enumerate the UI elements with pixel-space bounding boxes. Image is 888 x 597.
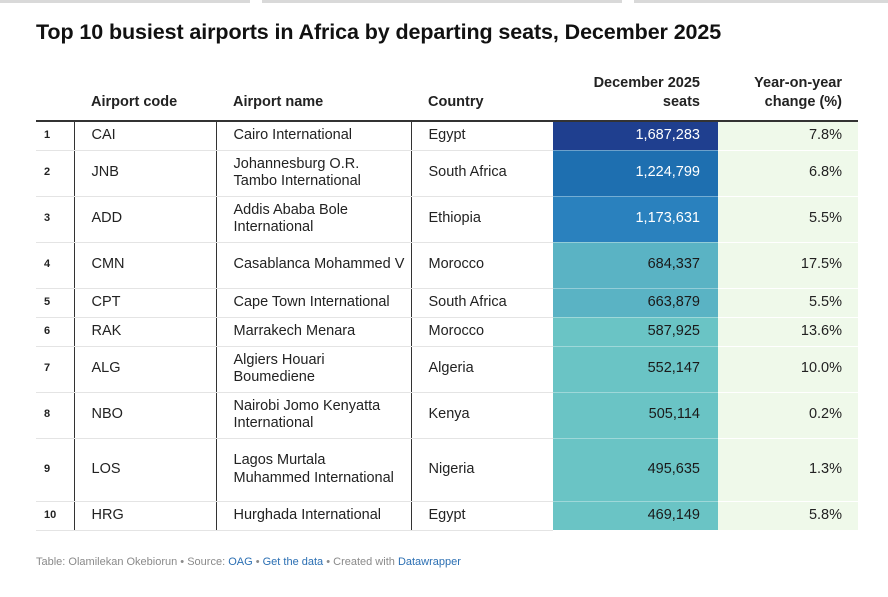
cell-seats: 1,224,799 bbox=[553, 150, 718, 197]
cell-country: Algeria bbox=[411, 346, 553, 393]
table-row: 4 CMN Casablanca Mohammed V Morocco 684,337 1… bbox=[36, 242, 858, 289]
cell-airport-name: Algiers Houari Boumediene bbox=[216, 346, 412, 393]
cell-airport-name: Nairobi Jomo Kenyatta International bbox=[216, 392, 412, 439]
table-row: 2 JNB Johannesburg O.R. Tambo Internationa… bbox=[36, 150, 858, 197]
cell-rank: 2 bbox=[36, 150, 75, 197]
cell-rank: 5 bbox=[36, 288, 75, 318]
header-yoy-line1: Year-on-year bbox=[754, 75, 842, 91]
cell-rank: 3 bbox=[36, 196, 75, 243]
footer-get-data-link[interactable]: Get the data bbox=[262, 556, 324, 568]
header-airport-name[interactable]: Airport name bbox=[216, 74, 411, 122]
cell-seats: 587,925 bbox=[553, 317, 718, 347]
cell-seats: 1,173,631 bbox=[553, 196, 718, 243]
cell-airport-code: JNB bbox=[74, 150, 217, 197]
cell-yoy-change: 5.5% bbox=[718, 196, 858, 243]
cell-country: South Africa bbox=[411, 288, 553, 318]
header-airport-code[interactable]: Airport code bbox=[74, 74, 216, 122]
header-seats[interactable]: December 2025 seats bbox=[553, 74, 718, 122]
table-row: 5 CPT Cape Town International South Africa 6… bbox=[36, 288, 858, 318]
table-row: 9 LOS Lagos Murtala Muhammed International… bbox=[36, 438, 858, 502]
header-yoy[interactable]: Year-on-year change (%) bbox=[718, 74, 858, 122]
footer-sep-tool: • Created with bbox=[323, 556, 398, 568]
cell-seats: 495,635 bbox=[553, 438, 718, 502]
cell-seats: 552,147 bbox=[553, 346, 718, 393]
cell-rank: 4 bbox=[36, 242, 75, 289]
chart-title: Top 10 busiest airports in Africa by dep… bbox=[36, 20, 722, 44]
cell-rank: 9 bbox=[36, 438, 75, 502]
cell-country: Kenya bbox=[411, 392, 553, 439]
footer-sep-data: • bbox=[252, 556, 263, 568]
cell-rank: 6 bbox=[36, 317, 75, 347]
table-row: 3 ADD Addis Ababa Bole International Ethiop… bbox=[36, 196, 858, 243]
cell-airport-name: Hurghada International bbox=[216, 501, 412, 531]
cell-seats: 684,337 bbox=[553, 242, 718, 289]
cell-yoy-change: 5.8% bbox=[718, 501, 858, 531]
table-body: 1 CAI Cairo International Egypt 1,687,283 7.8… bbox=[36, 121, 858, 531]
cell-airport-code: ALG bbox=[74, 346, 217, 393]
header-yoy-line2: change (%) bbox=[764, 94, 842, 110]
cell-rank: 7 bbox=[36, 346, 75, 393]
cell-yoy-change: 13.6% bbox=[718, 317, 858, 347]
cell-country: South Africa bbox=[411, 150, 553, 197]
header-country[interactable]: Country bbox=[411, 74, 553, 122]
cell-airport-code: RAK bbox=[74, 317, 217, 347]
footer-credit: Table: Olamilekan Okebiorun bbox=[36, 556, 178, 568]
cell-airport-code: HRG bbox=[74, 501, 217, 531]
cell-yoy-change: 7.8% bbox=[718, 121, 858, 151]
top-edge-bar bbox=[0, 0, 888, 4]
cell-airport-name: Addis Ababa Bole International bbox=[216, 196, 412, 243]
cell-country: Nigeria bbox=[411, 438, 553, 502]
cell-country: Egypt bbox=[411, 121, 553, 151]
header-seats-line1: December 2025 bbox=[593, 75, 700, 91]
cell-seats: 1,687,283 bbox=[553, 121, 718, 151]
cell-country: Egypt bbox=[411, 501, 553, 531]
cell-yoy-change: 10.0% bbox=[718, 346, 858, 393]
cell-seats: 469,149 bbox=[553, 501, 718, 531]
cell-airport-code: LOS bbox=[74, 438, 217, 502]
cell-airport-code: CPT bbox=[74, 288, 217, 318]
cell-country: Morocco bbox=[411, 242, 553, 289]
cell-airport-code: NBO bbox=[74, 392, 217, 439]
cell-airport-name: Cairo International bbox=[216, 121, 412, 151]
table-row: 7 ALG Algiers Houari Boumediene Algeria 552,… bbox=[36, 346, 858, 393]
cell-airport-name: Lagos Murtala Muhammed International bbox=[216, 438, 412, 502]
cell-airport-name: Johannesburg O.R. Tambo International bbox=[216, 150, 412, 197]
cell-airport-code: ADD bbox=[74, 196, 217, 243]
cell-airport-name: Marrakech Menara bbox=[216, 317, 412, 347]
cell-yoy-change: 1.3% bbox=[718, 438, 858, 502]
cell-yoy-change: 6.8% bbox=[718, 150, 858, 197]
cell-rank: 8 bbox=[36, 392, 75, 439]
cell-airport-code: CMN bbox=[74, 242, 217, 289]
footer-datawrapper-link[interactable]: Datawrapper bbox=[397, 556, 461, 568]
footer: Table: Olamilekan Okebiorun • Source: OA… bbox=[36, 556, 461, 568]
cell-yoy-change: 17.5% bbox=[718, 242, 858, 289]
cell-airport-name: Casablanca Mohammed V bbox=[216, 242, 412, 289]
header-seats-line2: seats bbox=[662, 94, 700, 110]
footer-source-link[interactable]: OAG bbox=[228, 556, 253, 568]
table-row: 8 NBO Nairobi Jomo Kenyatta International K… bbox=[36, 392, 858, 439]
cell-seats: 505,114 bbox=[553, 392, 718, 439]
cell-rank: 10 bbox=[36, 501, 75, 531]
cell-country: Morocco bbox=[411, 317, 553, 347]
table-row: 6 RAK Marrakech Menara Morocco 587,925 13.6% bbox=[36, 317, 858, 347]
table-header-row: Airport code Airport name Country Decemb… bbox=[36, 74, 858, 122]
cell-airport-code: CAI bbox=[74, 121, 217, 151]
cell-country: Ethiopia bbox=[411, 196, 553, 243]
table-row: 10 HRG Hurghada International Egypt 469,149 5… bbox=[36, 501, 858, 531]
airports-table: Airport code Airport name Country Decemb… bbox=[36, 74, 858, 531]
cell-yoy-change: 5.5% bbox=[718, 288, 858, 318]
cell-seats: 663,879 bbox=[553, 288, 718, 318]
header-rank bbox=[36, 74, 74, 122]
cell-airport-name: Cape Town International bbox=[216, 288, 412, 318]
table-row: 1 CAI Cairo International Egypt 1,687,283 7.8… bbox=[36, 121, 858, 151]
footer-sep-source: • Source: bbox=[177, 556, 229, 568]
cell-rank: 1 bbox=[36, 121, 75, 151]
cell-yoy-change: 0.2% bbox=[718, 392, 858, 439]
